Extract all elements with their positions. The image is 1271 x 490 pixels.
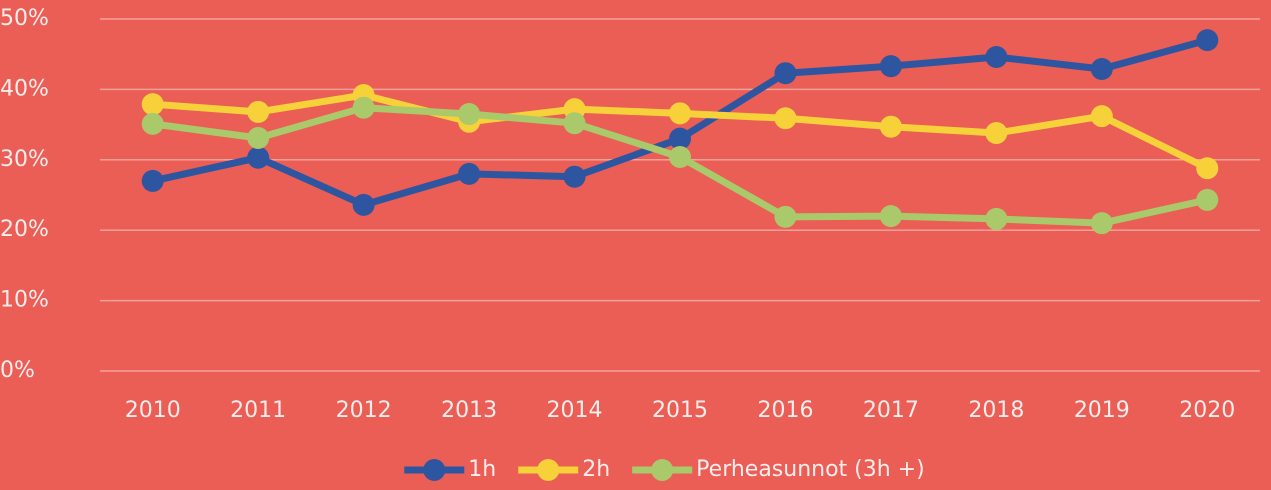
point — [247, 146, 270, 169]
point — [563, 165, 586, 188]
point — [563, 112, 586, 135]
point — [985, 46, 1008, 69]
x-tick-label: 2020 — [1179, 398, 1235, 423]
y-tick-label: 10% — [0, 288, 49, 313]
point — [141, 169, 164, 192]
point — [352, 193, 375, 216]
point — [985, 122, 1008, 145]
x-tick-label: 2010 — [125, 398, 181, 423]
x-tick-label: 2012 — [336, 398, 392, 423]
y-tick-label: 20% — [0, 217, 49, 242]
point — [985, 207, 1008, 230]
legend-marker — [651, 459, 674, 481]
x-tick-label: 2014 — [547, 398, 603, 423]
point — [1090, 212, 1113, 235]
point — [879, 115, 902, 138]
point — [1196, 157, 1219, 180]
legend-marker — [423, 459, 446, 481]
point — [1090, 105, 1113, 128]
point — [669, 127, 691, 150]
point — [1196, 29, 1219, 52]
point — [352, 96, 375, 119]
point — [879, 205, 902, 228]
point — [141, 93, 164, 116]
point — [141, 112, 164, 135]
legend-label: 2h — [582, 457, 610, 482]
x-tick-label: 2013 — [441, 398, 497, 423]
point — [458, 103, 481, 126]
point — [247, 126, 270, 149]
point — [1196, 188, 1219, 211]
y-tick-label: 0% — [0, 358, 35, 383]
x-tick-label: 2011 — [230, 398, 286, 423]
point — [774, 107, 797, 130]
legend-label: 1h — [468, 457, 496, 482]
legend-marker — [537, 459, 560, 481]
x-tick-label: 2018 — [968, 398, 1024, 423]
point — [247, 100, 270, 123]
point — [669, 102, 691, 125]
x-tick-label: 2016 — [757, 398, 813, 423]
point — [879, 55, 902, 78]
x-tick-label: 2019 — [1074, 398, 1130, 423]
point — [774, 62, 797, 85]
x-tick-label: 2017 — [863, 398, 919, 423]
point — [458, 162, 481, 185]
y-tick-label: 40% — [0, 76, 49, 101]
x-tick-label: 2015 — [652, 398, 708, 423]
point — [669, 145, 691, 168]
point — [774, 205, 797, 228]
y-tick-label: 30% — [0, 147, 49, 172]
point — [1090, 57, 1113, 80]
legend-label: Perheasunnot (3h +) — [696, 457, 925, 482]
y-tick-label: 50% — [0, 6, 49, 31]
